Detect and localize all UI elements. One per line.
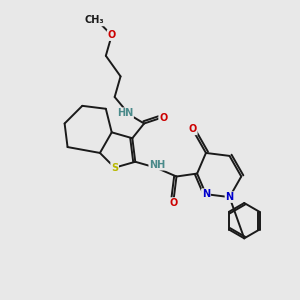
Text: O: O bbox=[159, 112, 167, 123]
Text: CH₃: CH₃ bbox=[84, 15, 104, 26]
Text: O: O bbox=[189, 124, 197, 134]
Text: S: S bbox=[111, 163, 118, 173]
Text: NH: NH bbox=[149, 160, 166, 170]
Text: N: N bbox=[225, 192, 234, 202]
Text: N: N bbox=[202, 189, 210, 199]
Text: O: O bbox=[108, 30, 116, 40]
Text: HN: HN bbox=[117, 108, 133, 118]
Text: O: O bbox=[169, 198, 178, 208]
